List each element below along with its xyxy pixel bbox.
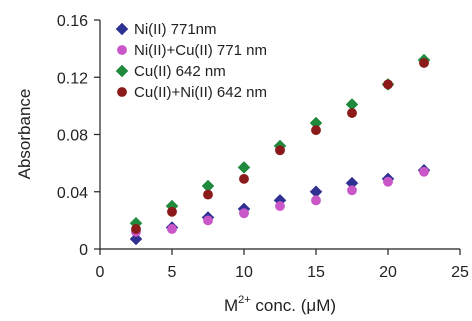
x-tick-label: 5 [168,264,177,281]
data-point [129,232,143,246]
y-axis-title: Absorbance [15,89,34,180]
x-axis-title: M2+ conc. (μM) [224,294,336,315]
legend-marker [117,87,127,97]
series-4 [131,58,429,234]
x-axis-title-superscript: 2+ [238,294,251,306]
data-point [383,79,393,90]
x-tick-label: 10 [235,264,253,281]
x-tick-label: 25 [451,264,469,281]
data-point [239,173,249,184]
data-point [167,224,177,234]
legend-marker [115,64,129,78]
data-point [419,58,429,68]
y-tick-label: 0.16 [57,13,88,30]
legend-marker [117,45,127,55]
data-point [203,189,213,200]
y-tick-label: 0.08 [57,128,88,145]
data-point [275,145,285,156]
data-point [239,208,249,219]
data-point [311,125,321,136]
legend-label: Ni(II)+Cu(II) 771 nm [134,42,267,59]
x-axis-title-rest: conc. ( [251,296,307,315]
data-point [347,185,357,196]
data-point [275,201,285,211]
series-1 [129,163,431,246]
x-axis-title-base: M [224,296,238,315]
data-point [311,195,321,206]
x-axis-title-mu: μ [306,296,316,315]
y-tick-label: 0 [79,242,88,259]
legend-label: Ni(II) 771nm [134,21,217,38]
x-tick-label: 15 [307,264,325,281]
data-point [347,108,357,118]
legend: Ni(II) 771nm Ni(II)+Cu(II) 771 nm Cu(II) 6… [115,21,267,101]
x-tick-label: 0 [96,264,105,281]
data-point [383,176,393,187]
x-axis-title-unit: M) [316,296,336,315]
data-point [167,206,177,217]
data-point [237,161,251,174]
y-tick-label: 0.04 [57,185,88,202]
y-tick-label: 0.12 [57,70,88,87]
legend-label: Cu(II) 642 nm [134,63,226,80]
data-point [203,215,213,226]
data-point [419,166,429,177]
legend-label: Cu(II)+Ni(II) 642 nm [134,84,267,101]
legend-marker [115,22,129,36]
data-point [131,224,141,234]
x-ticks: 0 5 10 15 20 25 [96,249,469,281]
y-ticks: 0 0.04 0.08 0.12 0.16 [57,13,100,259]
data-points [129,53,431,246]
x-tick-label: 20 [379,264,397,281]
